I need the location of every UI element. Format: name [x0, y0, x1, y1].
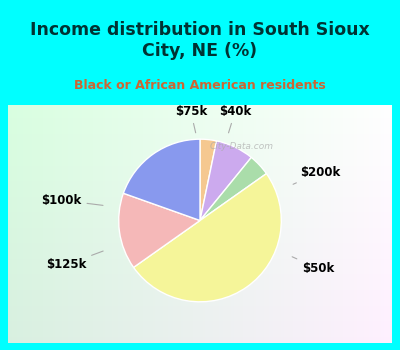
Wedge shape	[134, 174, 281, 302]
Wedge shape	[119, 193, 200, 267]
Text: $100k: $100k	[41, 194, 103, 206]
Wedge shape	[200, 158, 266, 220]
Text: $75k: $75k	[175, 105, 207, 133]
Text: $125k: $125k	[46, 251, 103, 271]
Text: $200k: $200k	[293, 166, 340, 184]
Wedge shape	[123, 139, 200, 220]
Text: $50k: $50k	[292, 257, 334, 275]
Text: City-Data.com: City-Data.com	[210, 142, 274, 151]
Text: $40k: $40k	[219, 105, 251, 133]
Text: Black or African American residents: Black or African American residents	[74, 79, 326, 92]
Text: Income distribution in South Sioux
City, NE (%): Income distribution in South Sioux City,…	[30, 21, 370, 61]
Wedge shape	[200, 141, 251, 220]
Wedge shape	[200, 139, 216, 220]
